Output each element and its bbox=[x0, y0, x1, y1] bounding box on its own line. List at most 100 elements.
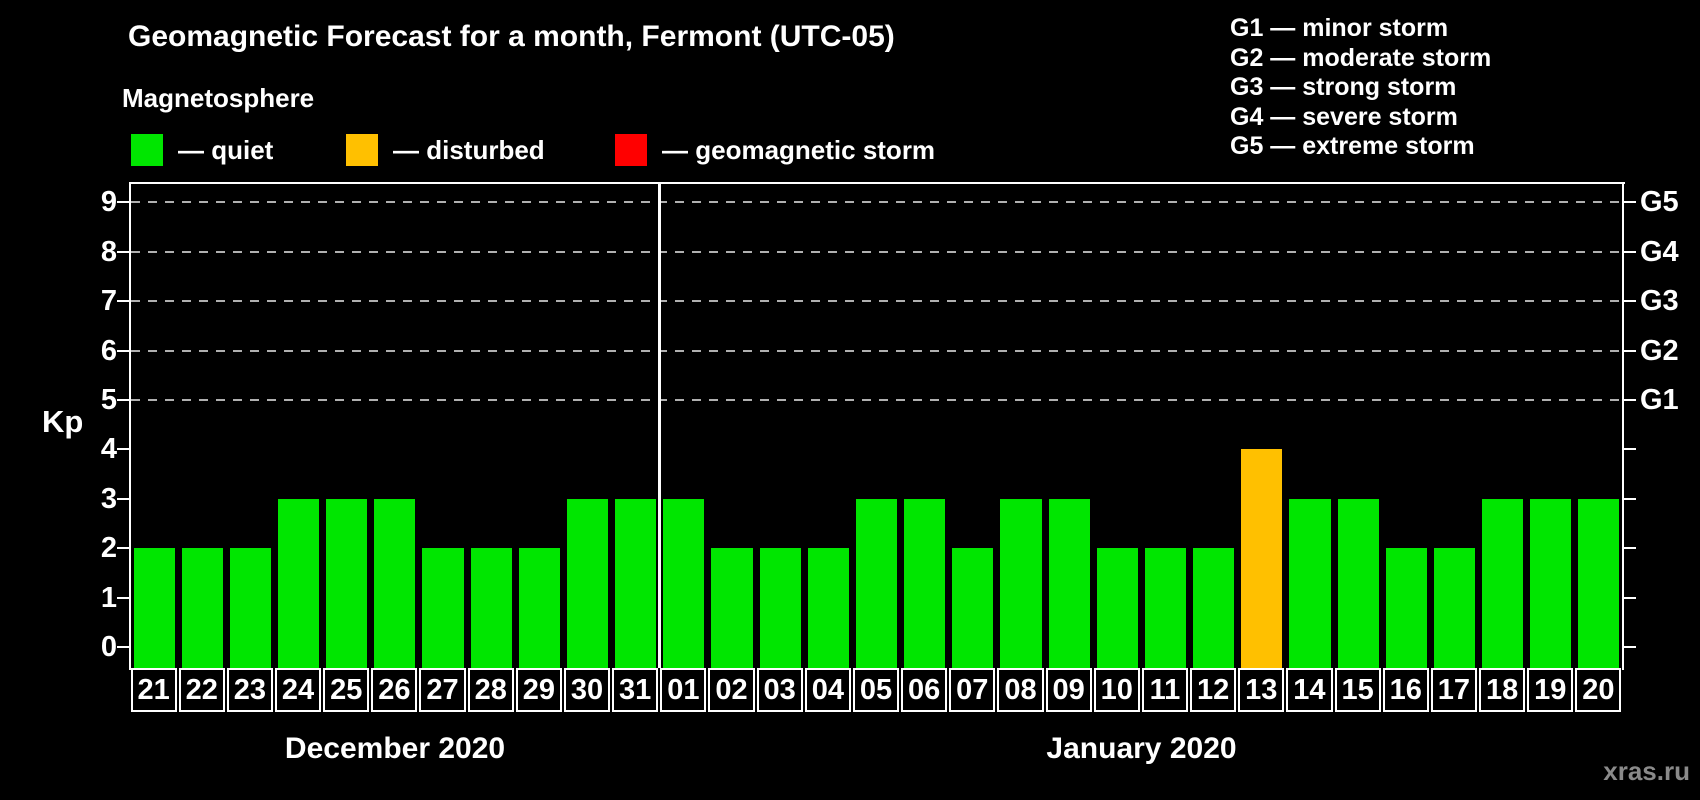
kp-bar-jan11 bbox=[1144, 548, 1187, 668]
kp-bar-jan13 bbox=[1241, 449, 1283, 668]
g-scale-label-g4: G4 bbox=[1640, 235, 1679, 268]
y-axis-label-8: 8 bbox=[100, 235, 117, 268]
y-axis-label-5: 5 bbox=[100, 384, 117, 416]
y-axis-label-0: 0 bbox=[100, 631, 117, 663]
kp-bar-jan10 bbox=[1096, 548, 1138, 668]
kp-bar-jan06 bbox=[904, 498, 946, 668]
day-label-jan17: 17 bbox=[1430, 668, 1477, 712]
y-axis-label-4: 4 bbox=[100, 433, 117, 466]
day-label-dec23: 23 bbox=[226, 668, 273, 712]
y-tick-right-8 bbox=[1624, 250, 1636, 253]
legend-disturbed-swatch bbox=[346, 134, 378, 166]
y-tick-left-7 bbox=[117, 300, 129, 303]
kp-bar-dec30 bbox=[566, 498, 609, 668]
day-label-jan08: 08 bbox=[997, 668, 1044, 712]
kp-bar-jan04 bbox=[807, 548, 849, 668]
y-tick-left-4 bbox=[117, 448, 129, 451]
day-label-dec29: 29 bbox=[515, 668, 562, 712]
storm-scale-g4: G4 — severe storm bbox=[1230, 102, 1458, 131]
day-label-dec26: 26 bbox=[371, 668, 418, 712]
y-tick-right-9 bbox=[1624, 201, 1636, 204]
day-label-dec22: 22 bbox=[178, 668, 225, 712]
day-label-jan14: 14 bbox=[1286, 668, 1333, 712]
day-label-jan01: 01 bbox=[660, 668, 707, 712]
y-axis-label-6: 6 bbox=[100, 334, 117, 367]
plot-border-top bbox=[129, 182, 1625, 184]
day-label-dec27: 27 bbox=[419, 668, 466, 712]
y-axis-title: Kp bbox=[42, 404, 84, 439]
kp-bar-jan19 bbox=[1530, 498, 1572, 668]
kp-bar-jan08 bbox=[1000, 498, 1042, 668]
y-tick-right-6 bbox=[1624, 349, 1636, 352]
y-tick-left-0 bbox=[117, 646, 129, 648]
gridline-kp6 bbox=[131, 349, 1622, 352]
kp-bar-dec24 bbox=[277, 498, 320, 668]
day-label-jan13: 13 bbox=[1238, 668, 1285, 712]
y-tick-left-6 bbox=[117, 349, 129, 352]
y-axis-label-1: 1 bbox=[100, 581, 117, 614]
g-scale-label-g2: G2 bbox=[1640, 334, 1679, 367]
kp-bar-jan16 bbox=[1385, 548, 1427, 668]
kp-bar-dec25 bbox=[326, 498, 368, 668]
kp-bar-dec28 bbox=[470, 548, 512, 668]
kp-bar-dec29 bbox=[518, 548, 560, 668]
y-axis-label-7: 7 bbox=[100, 285, 117, 318]
kp-bar-dec23 bbox=[229, 548, 271, 668]
y-tick-left-8 bbox=[117, 250, 129, 253]
day-label-dec28: 28 bbox=[467, 668, 514, 712]
day-label-jan02: 02 bbox=[708, 668, 755, 712]
g-scale-label-g5: G5 bbox=[1640, 186, 1679, 219]
day-label-jan03: 03 bbox=[756, 668, 803, 712]
y-tick-left-5 bbox=[117, 399, 129, 401]
day-label-jan20: 20 bbox=[1575, 668, 1622, 712]
y-tick-left-9 bbox=[117, 201, 129, 204]
plot-border-right bbox=[1622, 182, 1624, 670]
y-axis-label-9: 9 bbox=[100, 186, 117, 219]
plot-border-left bbox=[129, 182, 131, 670]
legend-disturbed-label: — disturbed bbox=[393, 135, 545, 165]
y-tick-right-0 bbox=[1624, 646, 1636, 648]
legend-storm-swatch bbox=[615, 134, 647, 166]
day-label-jan11: 11 bbox=[1141, 668, 1189, 712]
kp-bar-jan01 bbox=[663, 498, 705, 668]
kp-bar-jan15 bbox=[1337, 498, 1379, 668]
day-label-jan15: 15 bbox=[1334, 668, 1381, 712]
kp-bar-jan07 bbox=[952, 548, 994, 668]
kp-bar-jan09 bbox=[1048, 498, 1090, 668]
gridline-kp5 bbox=[131, 399, 1622, 401]
kp-bar-dec31 bbox=[615, 498, 657, 668]
y-tick-right-4 bbox=[1624, 448, 1636, 451]
y-tick-left-2 bbox=[117, 547, 129, 550]
kp-bar-jan20 bbox=[1578, 498, 1620, 668]
day-label-dec31: 31 bbox=[612, 668, 659, 712]
y-axis-label-2: 2 bbox=[100, 532, 117, 565]
day-label-jan16: 16 bbox=[1382, 668, 1429, 712]
chart-subtitle: Magnetosphere bbox=[122, 83, 315, 113]
kp-bar-jan02 bbox=[711, 548, 753, 668]
y-tick-right-5 bbox=[1624, 399, 1636, 401]
gridline-kp7 bbox=[131, 300, 1622, 303]
kp-bar-dec21 bbox=[133, 548, 175, 668]
kp-bar-dec26 bbox=[374, 498, 416, 668]
y-tick-right-7 bbox=[1624, 300, 1636, 303]
kp-bar-jan14 bbox=[1289, 498, 1331, 668]
legend-quiet-swatch bbox=[131, 134, 163, 166]
day-label-jan05: 05 bbox=[852, 668, 900, 712]
month-label-december: December 2020 bbox=[284, 732, 506, 765]
kp-bar-dec22 bbox=[181, 548, 223, 668]
day-label-dec24: 24 bbox=[274, 668, 322, 712]
day-label-jan18: 18 bbox=[1479, 668, 1526, 712]
month-divider-line bbox=[658, 183, 662, 668]
chart-title: Geomagnetic Forecast for a month, Fermon… bbox=[128, 20, 895, 53]
day-label-jan07: 07 bbox=[949, 668, 996, 712]
day-label-dec25: 25 bbox=[323, 668, 370, 712]
g-scale-label-g3: G3 bbox=[1640, 285, 1679, 318]
day-label-dec21: 21 bbox=[130, 668, 177, 712]
storm-scale-g1: G1 — minor storm bbox=[1230, 14, 1449, 42]
storm-scale-g2: G2 — moderate storm bbox=[1230, 43, 1492, 72]
y-tick-right-3 bbox=[1624, 497, 1636, 500]
kp-bar-jan12 bbox=[1193, 548, 1235, 668]
storm-scale-g5: G5 — extreme storm bbox=[1230, 132, 1475, 160]
legend-quiet-label: — quiet bbox=[178, 135, 274, 165]
